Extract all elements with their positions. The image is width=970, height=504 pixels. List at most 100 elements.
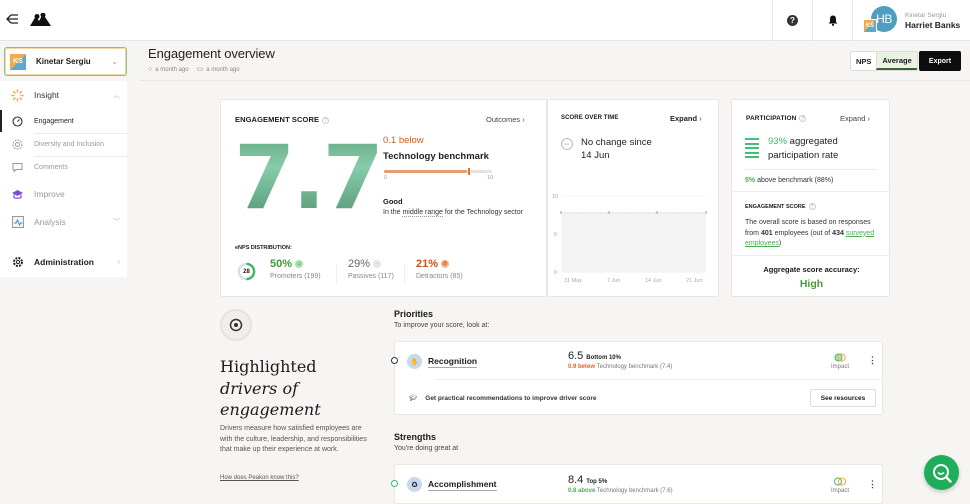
engagement-score-subtitle: ENGAGEMENT SCORE? [745,203,816,210]
help-icon[interactable]: ? [322,116,330,124]
driver-name[interactable]: Recognition [428,356,478,368]
divider [336,264,337,284]
sidebar-item-administration[interactable]: Administration › [0,251,127,273]
sidebar-item-insight[interactable]: Insight ︿ [0,87,127,103]
more-options-icon[interactable]: ⋮ [868,355,877,365]
comment-icon: ○ [148,65,153,73]
divider [732,191,891,192]
sidebar-item-comments[interactable]: Comments [0,160,127,174]
calendar-icon: ▭ [196,66,204,73]
svg-text:10: 10 [552,194,558,200]
enps-title: eNPS DISTRIBUTION: [235,245,292,251]
peakon-logo[interactable] [30,12,51,31]
page-header: Engagement overview ○ a month ago ▭ a mont… [148,46,275,73]
benchmark-marker [468,168,471,175]
sidebar-item-label: Comments [34,163,68,171]
engagement-score-description: The overall score is based on responses … [745,219,875,248]
chevron-right-icon: › [867,114,871,123]
search-help-fab[interactable] [924,455,959,490]
no-change-icon: − [561,138,573,150]
impact-indicator[interactable]: Impact [825,477,855,494]
strength-dot [391,480,398,487]
benchmark-name: Technology benchmark [383,151,489,162]
svg-text:21 Jun: 21 Jun [686,278,703,284]
sidebar-item-improve[interactable]: Improve [0,186,127,202]
org-avatar: KS [863,18,877,33]
bar-min-label: 0 [384,175,388,181]
top-bar: ? HB KS Kinetar Sergiu Harriet Banks [0,0,970,41]
org-selector[interactable]: KS Kinetar Sergiu ⌄ [4,47,127,76]
sidebar: KS Kinetar Sergiu ⌄ Insight ︿ Engagement… [0,41,130,501]
happy-face-icon: ☺ [295,260,304,269]
user-org: Kinetar Sergiu [905,11,947,19]
export-button[interactable]: Export [919,51,961,71]
user-menu[interactable]: HB KS Kinetar Sergiu Harriet Banks [852,0,970,41]
participation-card: PARTICIPATION? Expand › 93% aggregated pa… [731,99,891,297]
chevron-right-icon: › [522,115,525,124]
divider [34,156,127,157]
divider [732,255,891,256]
star-badge-icon: ✪ [407,477,422,492]
expand-link[interactable]: Expand › [670,114,702,123]
participation-rate: 93% aggregated participation rate [745,135,838,163]
strengths-title: Strengths [394,432,437,442]
divider [34,133,127,134]
comment-meta: ○ a month ago [148,65,189,73]
org-avatar: KS [10,53,26,70]
highlight-description: Drivers measure how satisfied employees … [220,425,367,453]
benchmark-bar-fill [384,170,468,173]
chevron-up-icon: ︿ [113,92,120,99]
sidebar-item-diversity-inclusion[interactable]: Diversity and Inclusion [0,137,127,151]
impact-icon [834,353,846,362]
notifications-button[interactable] [812,0,852,41]
sidebar-item-label: Analysis [34,217,66,227]
expand-link[interactable]: Expand › [840,114,871,123]
how-peakon-knows-link[interactable]: How does Peakon know this? [220,475,299,481]
avatar: HB KS [863,5,897,36]
driver-name[interactable]: Accomplishment [428,479,497,491]
graduation-cap-icon: 🎓︎ [409,395,418,402]
participation-bars-icon [745,138,759,163]
impact-icon [834,477,846,486]
divider [435,379,882,380]
date-meta: ▭ a month ago [196,66,240,73]
rating-label: Good [383,197,403,206]
sidebar-item-label: Diversity and Inclusion [34,140,105,148]
sun-icon [11,88,24,102]
divider [140,80,970,81]
rating-description: In the middle range for the Technology s… [383,209,523,217]
more-options-icon[interactable]: ⋮ [868,479,877,489]
see-resources-button[interactable]: See resources [810,389,876,407]
outcomes-link[interactable]: Outcomes › [486,115,525,124]
driver-card-accomplishment: ✪ Accomplishment 8.4 Top 5% 0.8 above Tec… [391,464,883,504]
benchmark-delta: 0.1 below [383,135,424,146]
help-button[interactable]: ? [772,0,812,41]
driver-score: 8.4 Top 5% [568,474,608,486]
impact-indicator[interactable]: Impact [825,353,855,370]
org-name: Kinetar Sergiu [36,57,91,66]
engagement-score-value: 7.7 [234,126,384,229]
sidebar-item-engagement[interactable]: Engagement [0,114,127,128]
card-title: ENGAGEMENT SCORE? [235,115,330,124]
collapse-sidebar-icon[interactable] [6,12,20,28]
sidebar-item-label: Insight [34,90,60,100]
surveyed-employees-link[interactable]: surveyed employees [745,229,875,248]
sidebar-item-analysis[interactable]: Analysis ﹀ [0,214,127,230]
help-icon[interactable]: ? [799,115,807,122]
pulse-chart-icon [11,216,24,229]
enps-donut [237,262,256,281]
priorities-subtitle: To improve your score, look at: [394,322,490,329]
chevron-right-icon: › [699,114,702,123]
benchmark-bar [384,168,492,175]
passives-stat: 29% · Passives (117) [348,258,394,280]
divider [404,264,405,284]
help-icon[interactable]: ? [808,203,816,210]
gear-icon [11,256,24,269]
driver-card-recognition: ✋ Recognition 6.5 Bottom 10% 0.9 below Te… [391,341,883,415]
chevron-down-icon: ﹀ [113,219,120,226]
toggle-average[interactable]: Average [876,52,917,70]
chevron-down-icon: ⌄ [111,57,118,66]
gauge-icon [11,115,24,128]
active-indicator [0,110,2,132]
toggle-nps[interactable]: NPS [856,56,872,66]
